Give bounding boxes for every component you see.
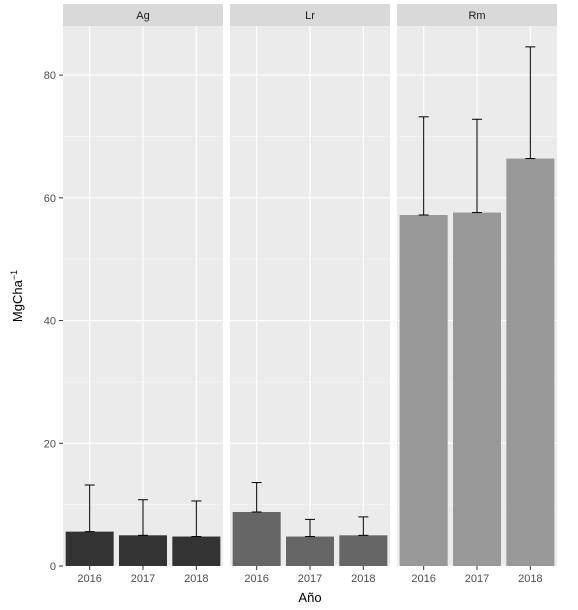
facet-rm: Rm 2016 2017 2018 <box>397 4 557 585</box>
bar <box>172 536 221 566</box>
facet-strip-label: Rm <box>468 10 485 22</box>
x-tick-label: 2018 <box>518 573 542 585</box>
x-tick-label: 2017 <box>131 573 155 585</box>
bar <box>119 535 167 566</box>
facet-ag: Ag 2016 2017 2018 <box>63 4 223 585</box>
x-tick-label: 2016 <box>411 573 435 585</box>
x-tick-label: 2018 <box>184 573 208 585</box>
bar <box>506 158 555 566</box>
y-axis: 0 20 40 60 80 <box>44 70 63 573</box>
y-axis-title-superscript: −1 <box>9 270 19 280</box>
x-tick-label: 2017 <box>465 573 489 585</box>
y-axis-title: MgCha−1 <box>9 270 25 322</box>
y-tick-label: 40 <box>44 316 56 328</box>
facet-strip-label: Lr <box>305 10 315 22</box>
bar <box>453 212 501 566</box>
facet-strip-label: Ag <box>136 10 149 22</box>
bar <box>339 535 388 566</box>
x-tick-label: 2017 <box>298 573 322 585</box>
y-tick-label: 0 <box>50 561 56 573</box>
facet-strip <box>397 4 557 26</box>
x-axis-title: Año <box>298 590 321 605</box>
y-tick-label: 80 <box>44 70 56 82</box>
bar <box>232 512 281 566</box>
facet-panels: Ag 2016 2017 2018 Lr 2016 2017 2018 Rm 2016 2017 20… <box>63 4 557 585</box>
x-tick-label: 2016 <box>77 573 101 585</box>
y-tick-label: 60 <box>44 193 56 205</box>
x-tick-label: 2016 <box>244 573 268 585</box>
facet-strip <box>230 4 390 26</box>
bar <box>65 531 114 566</box>
bar <box>286 536 334 566</box>
y-axis-title-main: MgCha <box>10 279 25 322</box>
y-tick-label: 20 <box>44 438 56 450</box>
facet-lr: Lr 2016 2017 2018 <box>230 4 390 585</box>
x-tick-label: 2018 <box>351 573 375 585</box>
facet-strip <box>63 4 223 26</box>
bar <box>399 215 448 566</box>
